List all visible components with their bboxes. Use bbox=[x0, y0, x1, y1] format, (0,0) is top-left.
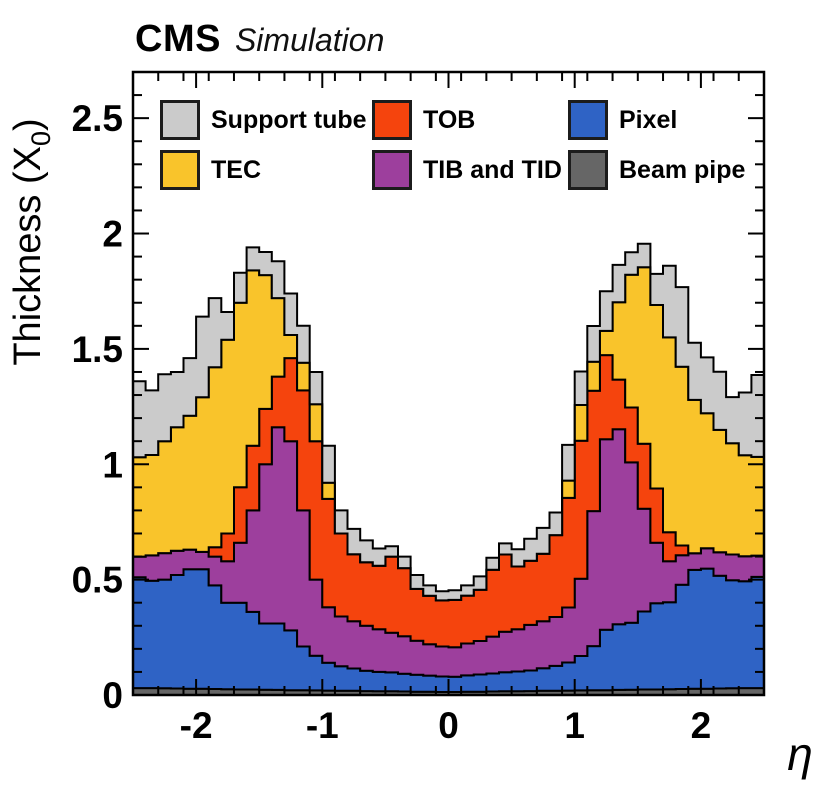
legend-label-support-tube: Support tube bbox=[211, 105, 367, 134]
x-axis-title: η bbox=[787, 728, 813, 780]
y-axis-title: Thickness (X0) bbox=[7, 118, 56, 365]
legend-swatch-tib-tid bbox=[372, 150, 412, 190]
y-tick-label: 0 bbox=[102, 675, 123, 716]
x-tick-label: -2 bbox=[180, 705, 213, 746]
x-tick-label: 0 bbox=[438, 705, 459, 746]
cms-brand-label: CMS bbox=[135, 18, 221, 60]
legend-item-tib-tid: TIB and TID bbox=[372, 150, 562, 190]
x-tick-label: 2 bbox=[691, 705, 712, 746]
legend-item-tob: TOB bbox=[372, 100, 475, 140]
chart-title: CMS Simulation bbox=[135, 18, 384, 61]
legend-label-tec: TEC bbox=[211, 155, 261, 184]
legend-swatch-beam-pipe bbox=[568, 150, 608, 190]
y-tick-label: 2 bbox=[102, 214, 123, 255]
y-tick-label: 2.5 bbox=[72, 98, 123, 139]
simulation-label: Simulation bbox=[234, 22, 385, 58]
legend-swatch-tec bbox=[160, 150, 200, 190]
legend-item-tec: TEC bbox=[160, 150, 261, 190]
legend-item-support-tube: Support tube bbox=[160, 100, 367, 140]
legend-label-tob: TOB bbox=[423, 105, 476, 134]
y-tick-label: 1 bbox=[102, 444, 123, 485]
x-tick-label: 1 bbox=[564, 705, 585, 746]
legend-label-pixel: Pixel bbox=[619, 105, 678, 134]
legend-label-beam-pipe: Beam pipe bbox=[619, 155, 746, 184]
legend-item-pixel: Pixel bbox=[568, 100, 677, 140]
y-tick-label: 1.5 bbox=[72, 329, 123, 370]
legend-swatch-tob bbox=[372, 100, 412, 140]
legend-label-tib-tid: TIB and TID bbox=[423, 155, 562, 184]
legend-item-beam-pipe: Beam pipe bbox=[568, 150, 745, 190]
legend-swatch-pixel bbox=[568, 100, 608, 140]
legend-swatch-support-tube bbox=[160, 100, 200, 140]
x-tick-label: -1 bbox=[306, 705, 339, 746]
y-tick-label: 0.5 bbox=[72, 560, 123, 601]
